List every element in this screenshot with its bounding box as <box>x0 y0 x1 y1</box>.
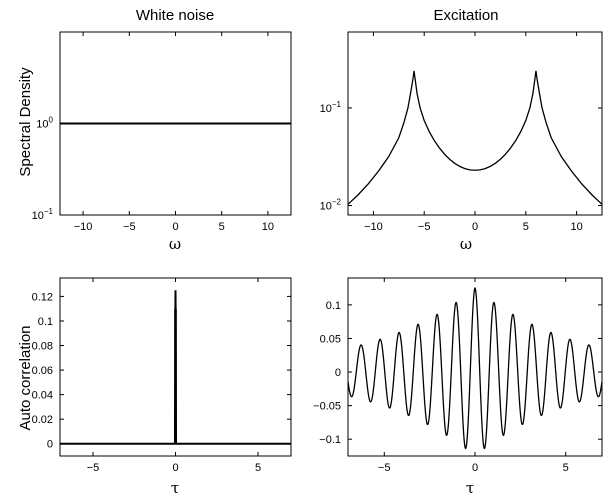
x-tick-label: 0 <box>472 462 478 474</box>
x-tick-label: 0 <box>472 221 478 233</box>
y-tick-label: 10−1 <box>320 100 342 115</box>
ticks: −5 0 5 0 0.02 0.04 0.06 0.08 0.1 0.12 <box>32 278 291 474</box>
x-axis-label: τ <box>171 479 179 497</box>
x-tick-label: −5 <box>123 221 136 233</box>
y-tick-label: 0.1 <box>326 300 341 312</box>
y-tick-label: 0.1 <box>38 316 53 328</box>
x-tick-label: 0 <box>172 462 178 474</box>
ticks: −10 −5 0 5 10 10−2 10−1 <box>320 32 602 233</box>
series-line <box>347 286 603 450</box>
y-tick-label: 0.04 <box>32 390 53 402</box>
y-tick-label: −0.1 <box>319 434 341 446</box>
plot-area <box>60 290 291 445</box>
x-tick-label: 5 <box>563 462 569 474</box>
x-tick-label: 5 <box>255 462 261 474</box>
y-tick-label: 0.05 <box>320 333 341 345</box>
y-axis-label: Auto correlation <box>17 325 34 430</box>
y-tick-label: 0.06 <box>32 365 53 377</box>
y-axis-label: Spectral Density <box>17 67 34 177</box>
y-tick-label: 100 <box>36 116 53 131</box>
panel-excitation-spectrum: Excitation ω −10 −5 0 5 10 10−2 10−1 <box>320 7 603 253</box>
x-tick-label: −5 <box>378 462 391 474</box>
y-tick-label: 0.02 <box>32 414 53 426</box>
y-tick-label: −0.05 <box>313 401 341 413</box>
x-tick-label: 5 <box>219 221 225 233</box>
plot-area <box>347 286 603 450</box>
x-tick-label: −5 <box>418 221 431 233</box>
axes-box <box>347 31 603 216</box>
y-tick-label: 10−2 <box>320 198 342 213</box>
y-tick-label: 10−1 <box>32 207 54 222</box>
x-tick-label: 5 <box>523 221 529 233</box>
series-line <box>60 290 291 445</box>
series-line <box>347 70 603 205</box>
y-tick-label: 0.12 <box>32 291 53 303</box>
ticks: −10 −5 0 5 10 10−1 100 <box>32 32 291 233</box>
x-tick-label: 10 <box>570 221 582 233</box>
panel-title: White noise <box>136 7 214 24</box>
x-tick-label: −10 <box>364 221 383 233</box>
axes-box <box>347 277 603 457</box>
ticks: −5 0 5 −0.1 −0.05 0 0.05 0.1 <box>313 278 602 474</box>
plot-area <box>347 70 603 205</box>
x-tick-label: −10 <box>74 221 93 233</box>
y-tick-label: 0 <box>335 367 341 379</box>
panel-title: Excitation <box>433 7 498 24</box>
x-tick-label: −5 <box>87 462 100 474</box>
y-tick-label: 0.08 <box>32 341 53 353</box>
panel-white-noise-autocorrelation: Auto correlation τ −5 0 5 0 0.02 0.04 0.06 0.08… <box>17 277 292 497</box>
y-tick-label: 0 <box>47 439 53 451</box>
x-axis-label: τ <box>466 479 474 497</box>
x-axis-label: ω <box>460 235 472 253</box>
x-tick-label: 10 <box>262 221 274 233</box>
x-tick-label: 0 <box>172 221 178 233</box>
panel-excitation-autocorrelation: τ −5 0 5 −0.1 −0.05 0 0.05 0.1 <box>313 277 603 497</box>
panel-white-noise-spectrum: White noise Spectral Density ω −10 −5 0 5 10… <box>17 7 292 253</box>
x-axis-label: ω <box>169 235 181 253</box>
